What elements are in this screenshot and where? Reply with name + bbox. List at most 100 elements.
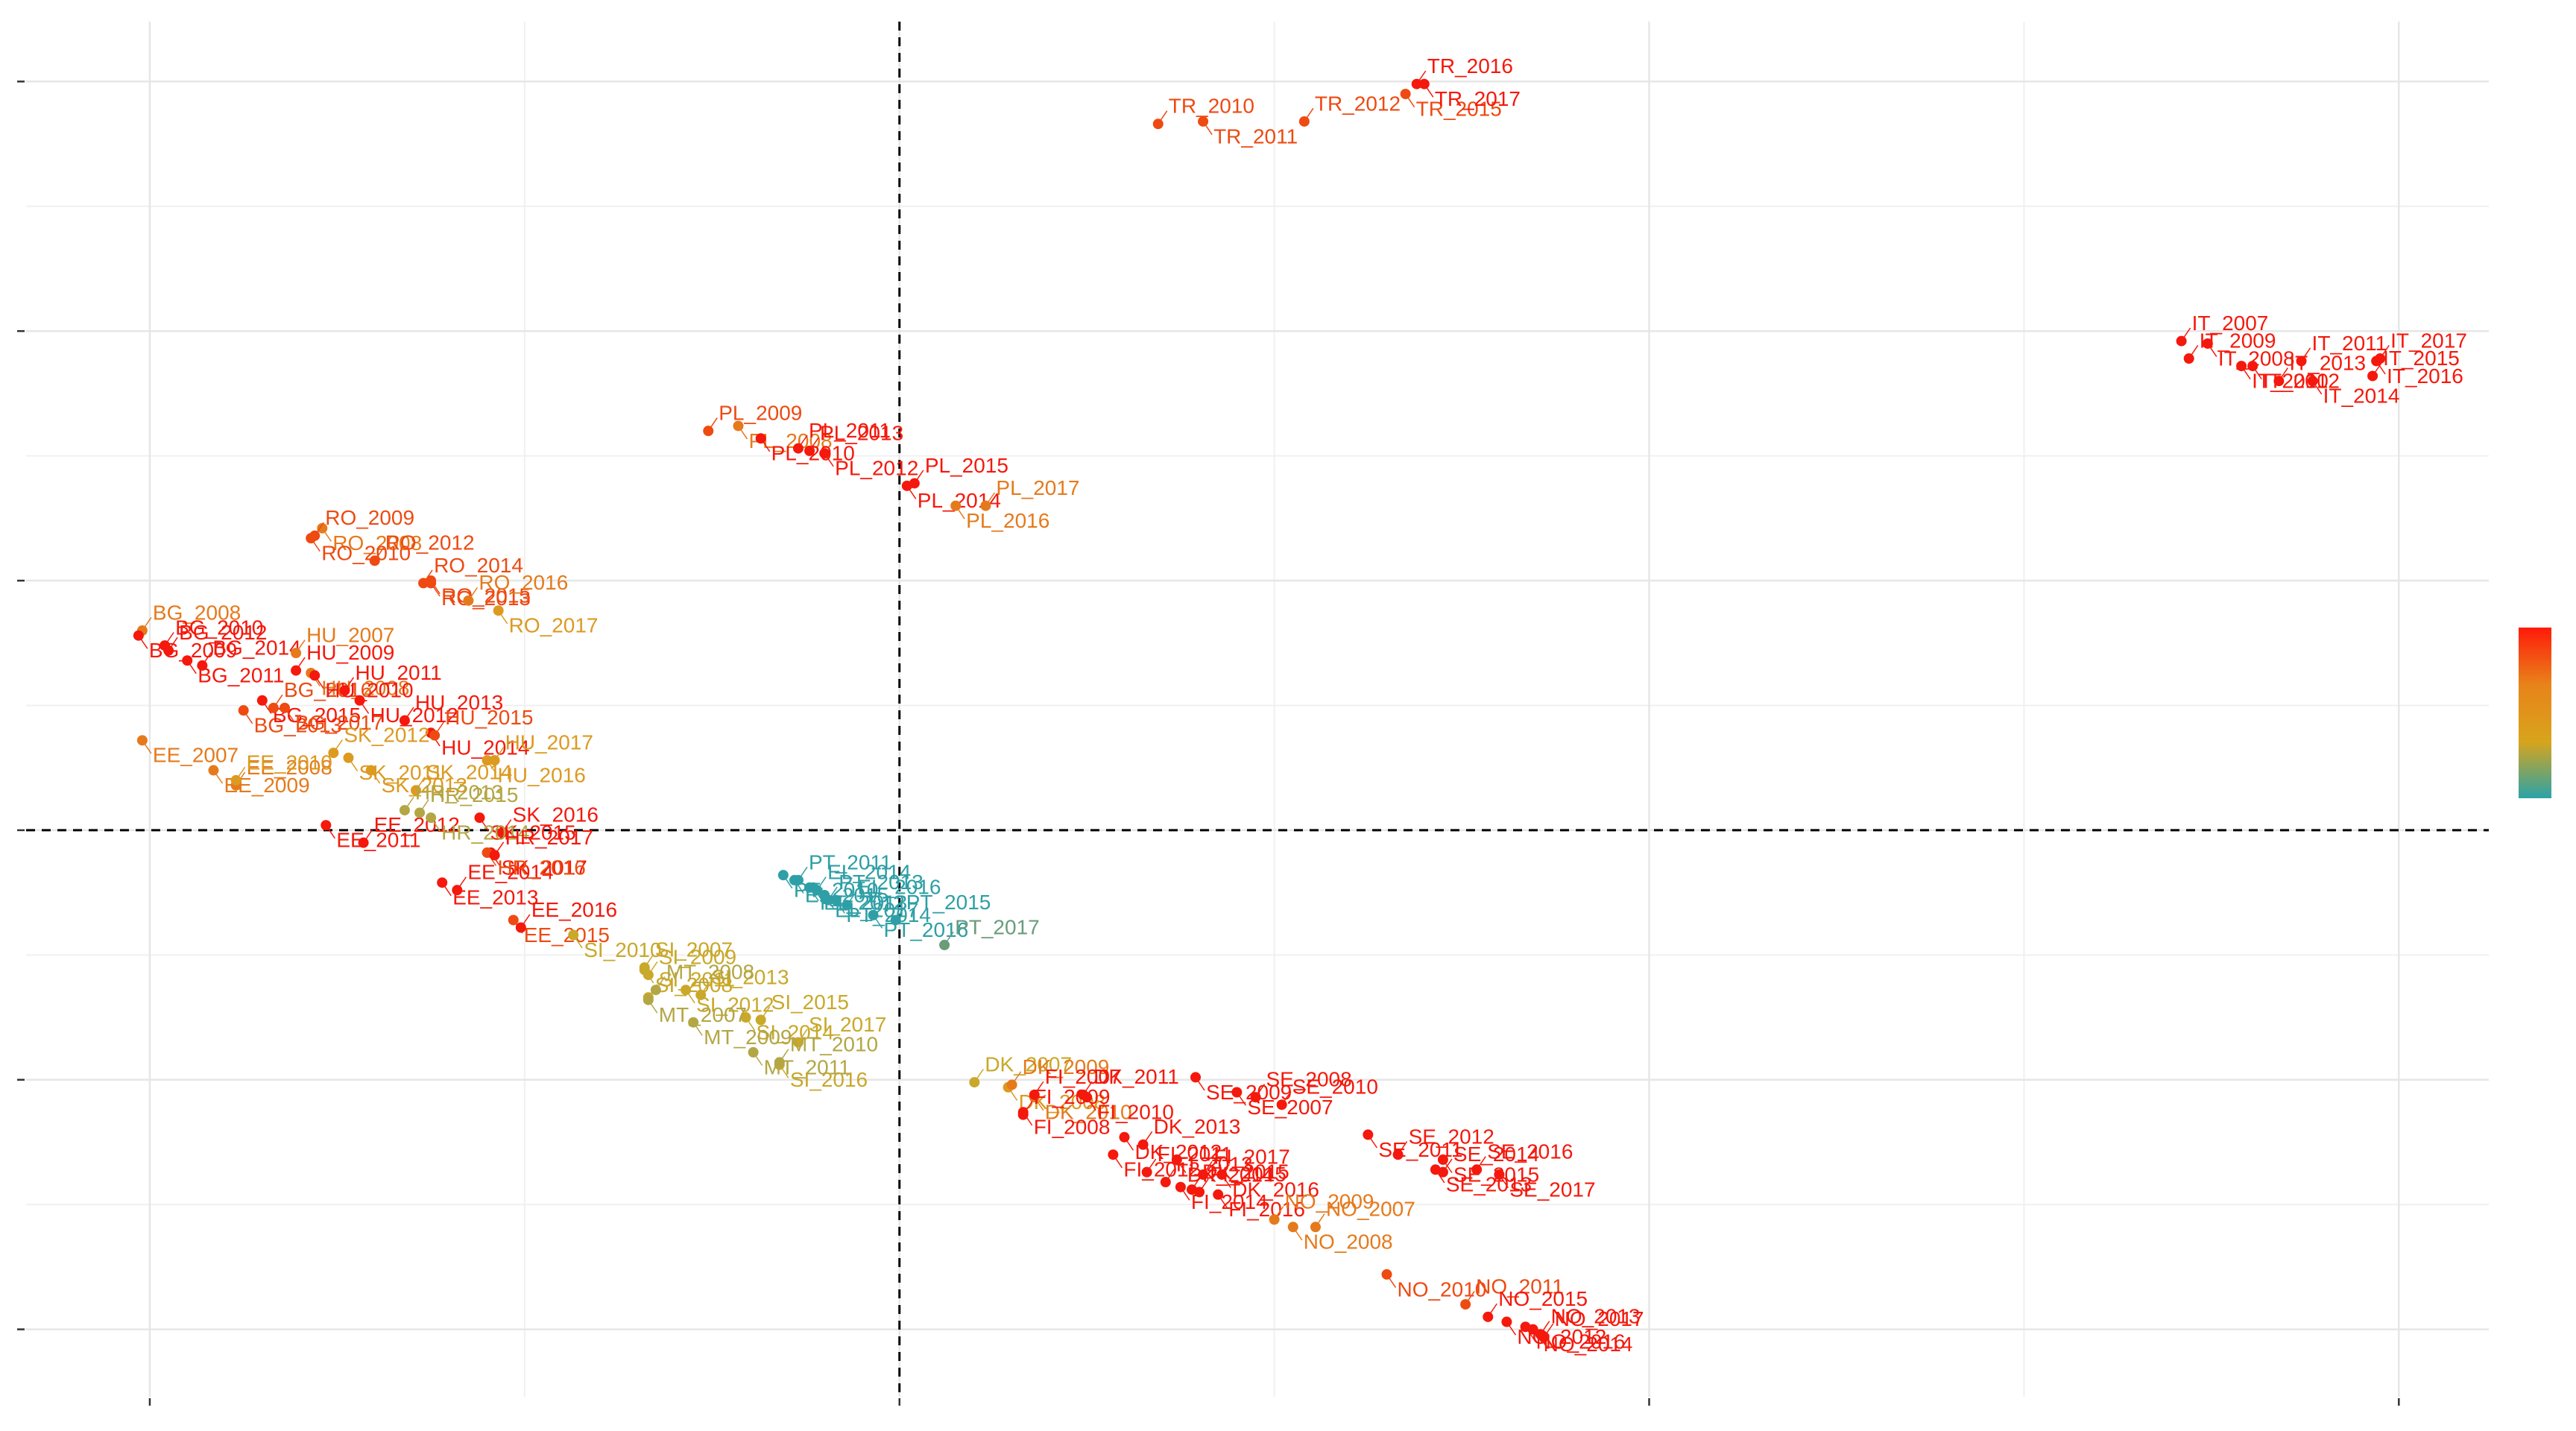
label-connector: [1202, 1160, 1213, 1175]
label-connector: [441, 882, 452, 897]
label-connector: [1292, 1226, 1303, 1241]
label-connector: [1544, 1323, 1554, 1338]
label-connector: [142, 617, 152, 631]
point-label: SE_2012: [1409, 1125, 1494, 1149]
point-label: BG_2008: [153, 601, 241, 624]
label-connector: [486, 759, 497, 774]
point-label: MT_2010: [790, 1033, 878, 1056]
label-connector: [1123, 1137, 1134, 1151]
point-label: NO_2014: [1544, 1333, 1633, 1356]
label-connector: [648, 999, 658, 1014]
point-label: SI_2007: [655, 938, 733, 961]
label-connector: [2252, 365, 2262, 380]
point-label: EE_2016: [531, 898, 617, 921]
point-label: SE_2017: [1509, 1178, 1595, 1201]
label-connector: [138, 635, 148, 649]
label-connector: [824, 894, 834, 909]
point-label: HU_2016: [498, 764, 586, 787]
label-connector: [430, 580, 441, 595]
point-label: SE_2007: [1247, 1096, 1333, 1119]
point-label: DK_2015: [1202, 1160, 1289, 1183]
point-label: HU_2013: [415, 691, 503, 714]
label-connector: [914, 470, 924, 484]
label-connector: [235, 766, 246, 781]
point-label: TR_2010: [1169, 95, 1254, 118]
label-connector: [243, 710, 253, 724]
point-label: FI_2016: [1228, 1198, 1305, 1221]
label-connector: [332, 739, 343, 754]
point-label: HR_2017: [505, 826, 593, 849]
label-connector: [760, 437, 771, 452]
label-connector: [415, 777, 426, 791]
point-label: BG_2017: [295, 711, 383, 734]
label-connector: [201, 651, 212, 666]
point-label: DK_2007: [985, 1052, 1072, 1075]
label-connector: [344, 677, 355, 691]
label-connector: [794, 879, 804, 894]
point-label: SI_2015: [771, 991, 849, 1014]
point-label: RO_2008: [332, 531, 422, 555]
label-connector: [1498, 1174, 1509, 1189]
point-label: FI_2017: [1213, 1145, 1290, 1168]
point-label: SI_2017: [809, 1013, 886, 1036]
label-connector: [295, 657, 306, 672]
point: [482, 755, 493, 766]
label-connector: [1424, 83, 1434, 98]
label-connector: [1086, 1096, 1096, 1111]
label-connector: [295, 639, 306, 654]
point-label: IT_2007: [2192, 312, 2269, 335]
label-connector: [692, 1022, 703, 1036]
label-connector: [1487, 1303, 1497, 1318]
point-label: PL_2009: [719, 402, 802, 425]
label-connector: [467, 587, 479, 601]
label-connector: [760, 1006, 771, 1020]
point-label: NO_2010: [1397, 1277, 1486, 1301]
point-label: SI_2010: [584, 938, 661, 961]
label-connector: [2300, 347, 2311, 361]
label-connector: [1386, 1274, 1397, 1288]
label-connector: [895, 906, 906, 920]
point-label: RO_2016: [479, 571, 568, 594]
point-label: TR_2012: [1315, 92, 1401, 115]
point-label: SE_2011: [1378, 1138, 1462, 1161]
label-connector: [1465, 1291, 1475, 1305]
label-connector: [1416, 70, 1427, 85]
point-label: TR_2011: [1213, 124, 1298, 148]
label-connector: [944, 931, 954, 946]
point-label: IT_2013: [2289, 352, 2366, 375]
point-label: PL_2011: [809, 419, 891, 442]
label-connector: [1011, 1071, 1022, 1085]
label-connector: [314, 675, 324, 689]
label-connector: [347, 757, 359, 771]
point-label: EE_2008: [247, 756, 332, 779]
label-connector: [456, 876, 467, 891]
point-label: SE_2016: [1487, 1140, 1573, 1163]
point-label: RO_2013: [441, 587, 531, 610]
label-connector: [2241, 365, 2251, 380]
label-connector: [1191, 1176, 1202, 1190]
point-label: TR_2015: [1416, 97, 1502, 120]
point-label: NO_2017: [1555, 1307, 1644, 1330]
point-label: EE_2014: [467, 861, 553, 884]
point-label: PT_2017: [955, 915, 1040, 938]
label-connector: [314, 522, 324, 537]
point-label: DK_2011: [1093, 1065, 1179, 1088]
point-label: HU_2011: [355, 661, 441, 684]
label-connector: [798, 866, 808, 881]
label-connector: [1524, 1326, 1535, 1341]
label-connector: [493, 841, 505, 856]
label-connector: [1281, 1091, 1292, 1105]
point-label: MT_2009: [704, 1026, 792, 1049]
label-connector: [2188, 345, 2199, 359]
point-label: MT_2011: [764, 1055, 850, 1078]
label-connector: [1304, 107, 1314, 122]
point-label: FI_2015: [1210, 1163, 1287, 1186]
point-label: IT_2017: [2390, 329, 2467, 352]
point-label: PL_2012: [835, 457, 918, 480]
point-label: BG_2011: [198, 664, 284, 687]
point-label: HR_2015: [430, 783, 518, 806]
label-connector: [2312, 380, 2323, 395]
point-label: SI_2009: [659, 946, 736, 969]
